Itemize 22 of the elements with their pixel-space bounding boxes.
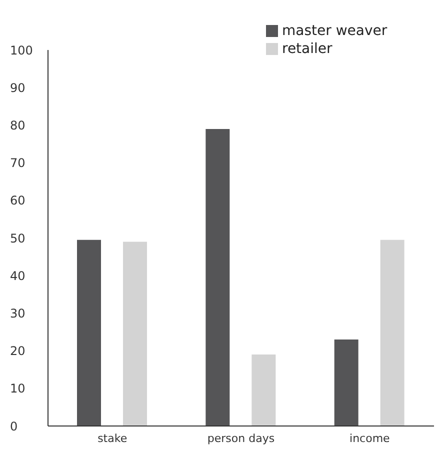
bar xyxy=(380,240,404,426)
y-tick-label: 40 xyxy=(10,268,26,283)
bar xyxy=(206,128,230,426)
bar xyxy=(252,354,276,426)
y-tick-label: 20 xyxy=(10,344,26,358)
x-tick-label: stake xyxy=(98,432,128,445)
y-tick-label: 30 xyxy=(10,306,26,320)
y-tick-label: 10 xyxy=(10,382,26,396)
y-tick-label: 0 xyxy=(10,419,18,434)
legend-label: master weaver xyxy=(282,23,388,39)
x-tick-label: person days xyxy=(207,432,275,445)
y-tick-label: 70 xyxy=(10,156,26,170)
y-tick-label: 80 xyxy=(10,118,26,132)
bar xyxy=(77,240,101,426)
bar xyxy=(334,340,358,426)
y-tick-label: 60 xyxy=(10,194,26,208)
y-tick-label: 50 xyxy=(10,231,26,246)
x-tick-label: income xyxy=(350,432,390,445)
y-tick-label: 100 xyxy=(10,43,33,58)
y-tick-label: 90 xyxy=(10,80,26,95)
bar xyxy=(123,242,147,426)
legend-label: retailer xyxy=(282,41,332,57)
